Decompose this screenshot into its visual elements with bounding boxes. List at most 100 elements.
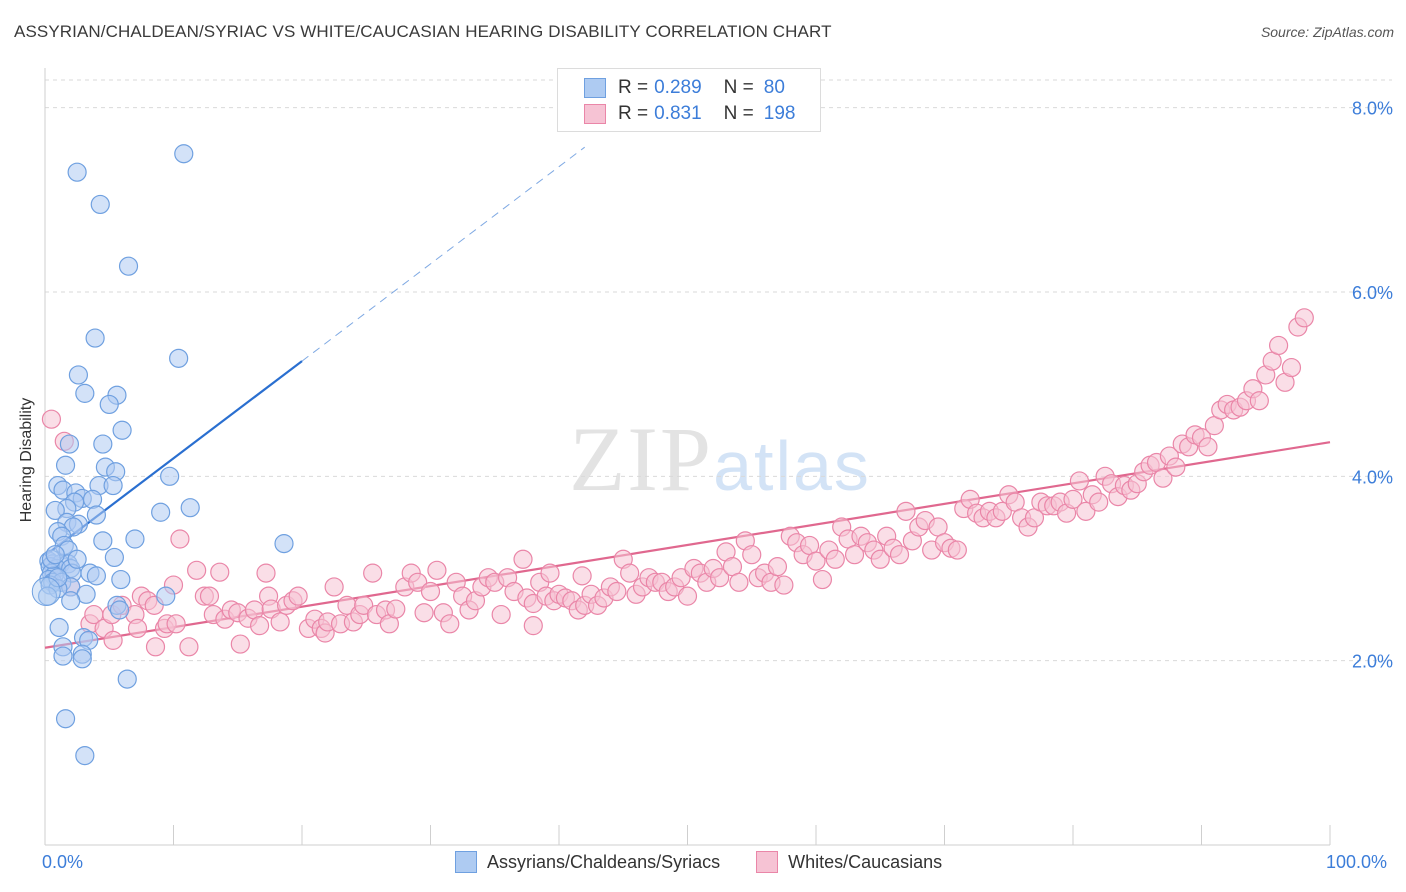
watermark-atlas: atlas xyxy=(713,427,871,505)
point-whites xyxy=(1089,492,1109,512)
point-whites xyxy=(513,549,533,569)
point-assyrians xyxy=(85,328,105,348)
point-whites xyxy=(230,634,250,654)
point-assyrians xyxy=(53,646,73,666)
point-whites xyxy=(1268,335,1289,356)
point-assyrians xyxy=(31,577,61,607)
legend-swatch-blue xyxy=(584,78,606,98)
legend-item-whites[interactable]: Whites/Caucasians xyxy=(756,851,942,873)
point-assyrians xyxy=(125,529,145,549)
point-assyrians xyxy=(118,256,139,276)
point-assyrians xyxy=(93,531,113,551)
point-whites xyxy=(870,549,890,569)
point-assyrians xyxy=(151,502,171,522)
point-whites xyxy=(947,540,967,560)
point-whites xyxy=(889,545,910,565)
source-label: Source: ZipAtlas.com xyxy=(1260,24,1394,40)
legend-n-label: N = xyxy=(723,103,754,124)
point-whites xyxy=(1294,308,1314,328)
watermark: ZIPatlas xyxy=(569,408,871,510)
point-assyrians xyxy=(75,383,95,403)
y-tick-label: 8.0% xyxy=(1352,99,1393,119)
legend-r-label: R = xyxy=(618,103,649,124)
point-assyrians xyxy=(59,434,80,454)
point-whites xyxy=(767,557,788,577)
point-assyrians xyxy=(75,745,95,766)
y-tick-labels: 2.0% 4.0% 6.0% 8.0% xyxy=(1352,99,1393,672)
point-whites xyxy=(825,549,845,569)
point-whites xyxy=(210,562,230,582)
point-whites xyxy=(420,581,441,602)
point-whites xyxy=(1198,437,1218,457)
point-assyrians xyxy=(86,566,107,586)
point-whites xyxy=(386,599,406,619)
point-assyrians xyxy=(86,505,107,525)
legend-swatch-pink xyxy=(756,851,779,873)
point-whites xyxy=(166,614,186,634)
point-whites xyxy=(844,545,865,565)
point-whites xyxy=(620,563,640,583)
x-tick-label-max: 100.0% xyxy=(1326,852,1388,872)
point-whites xyxy=(742,545,762,565)
legend-stats: R = 0.289 N = 80 R = 0.831 N = 198 xyxy=(557,68,821,132)
point-whites xyxy=(806,551,826,571)
point-whites xyxy=(127,618,148,639)
point-whites xyxy=(523,616,543,636)
point-whites xyxy=(41,409,62,429)
point-whites xyxy=(427,560,447,580)
point-whites xyxy=(896,501,916,521)
point-assyrians xyxy=(45,500,65,521)
point-assyrians xyxy=(61,591,81,611)
trend-line-assyrians-extension xyxy=(301,146,586,362)
point-assyrians xyxy=(274,534,294,554)
point-assyrians xyxy=(68,365,89,385)
point-whites xyxy=(774,575,794,595)
point-assyrians xyxy=(55,455,76,475)
legend-n-value: 80 xyxy=(763,77,785,98)
point-assyrians xyxy=(103,475,123,496)
point-assyrians xyxy=(104,547,124,568)
point-whites xyxy=(812,569,833,590)
chart-title: ASSYRIAN/CHALDEAN/SYRIAC VS WHITE/CAUCAS… xyxy=(14,22,832,41)
legend-series: Assyrians/Chaldeans/Syriacs Whites/Cauca… xyxy=(455,851,978,873)
point-whites xyxy=(1281,357,1302,378)
axes xyxy=(44,68,1331,846)
point-assyrians xyxy=(90,194,110,215)
point-whites xyxy=(1166,457,1186,477)
point-whites xyxy=(414,603,434,623)
point-whites xyxy=(1249,391,1269,411)
point-whites xyxy=(540,563,560,583)
point-whites xyxy=(288,586,308,606)
legend-label: Assyrians/Chaldeans/Syriacs xyxy=(487,851,721,872)
series-whites-points xyxy=(41,308,1314,657)
legend-n-label: N = xyxy=(723,77,754,98)
legend-n-value: 198 xyxy=(763,103,796,124)
point-whites xyxy=(1153,468,1173,488)
point-whites xyxy=(170,529,190,549)
point-assyrians xyxy=(111,569,131,590)
point-assyrians xyxy=(93,434,113,454)
point-whites xyxy=(179,637,199,657)
point-whites xyxy=(729,572,749,592)
legend-stats-row-blue: R = 0.289 N = 80 xyxy=(584,77,785,99)
legend-stats-row-pink: R = 0.831 N = 198 xyxy=(584,103,795,125)
legend-item-assyrians[interactable]: Assyrians/Chaldeans/Syriacs xyxy=(455,851,720,873)
point-assyrians xyxy=(180,498,200,518)
point-whites xyxy=(440,614,460,634)
point-whites xyxy=(187,560,207,580)
point-assyrians xyxy=(109,600,130,620)
legend-swatch-blue xyxy=(455,851,477,873)
y-tick-label: 6.0% xyxy=(1352,283,1393,303)
point-whites xyxy=(256,563,276,583)
point-whites xyxy=(1063,489,1083,509)
point-whites xyxy=(572,566,592,586)
legend-label: Whites/Caucasians xyxy=(788,851,943,872)
watermark-zip: ZIP xyxy=(569,408,713,510)
point-assyrians xyxy=(67,162,87,182)
point-assyrians xyxy=(55,709,76,729)
point-assyrians xyxy=(174,144,194,164)
point-assyrians xyxy=(156,586,176,606)
point-whites xyxy=(1069,471,1090,491)
y-tick-label: 4.0% xyxy=(1352,467,1393,487)
